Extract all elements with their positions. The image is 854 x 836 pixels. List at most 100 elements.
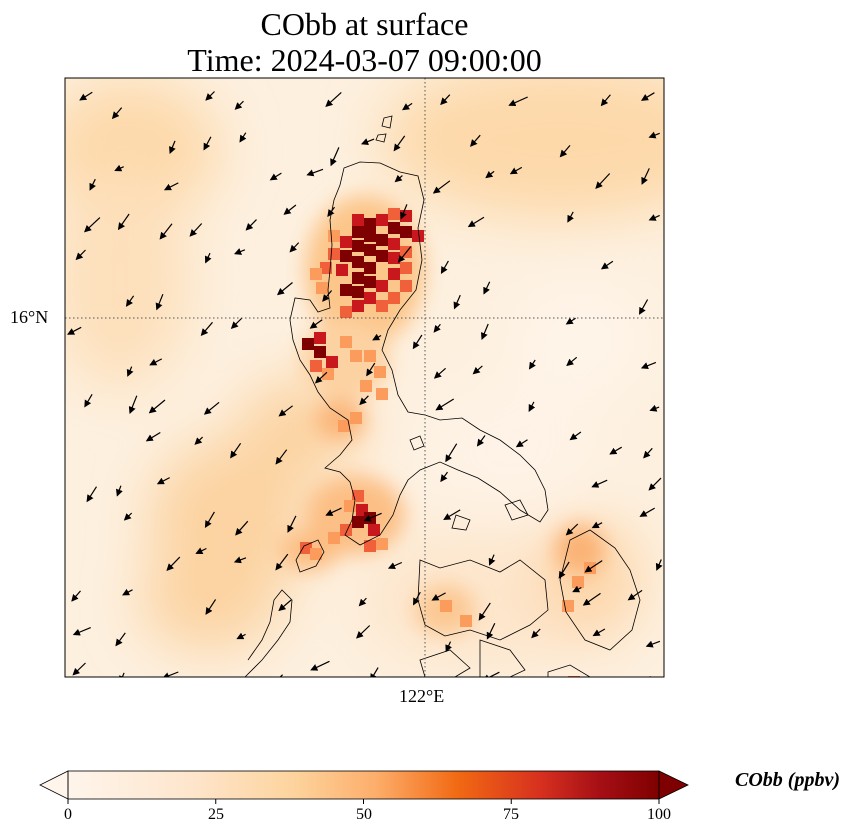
wind-arrow <box>400 204 408 220</box>
hotspot-cell <box>340 250 352 262</box>
hotspot-cell <box>300 542 312 554</box>
hotspot-cell <box>310 268 322 280</box>
wind-arrow <box>325 91 342 108</box>
hotspot-cell <box>352 300 364 312</box>
hotspot-cell <box>302 338 314 350</box>
wind-arrow <box>402 102 413 111</box>
wind-arrow <box>572 585 582 593</box>
wind-arrow <box>117 213 130 231</box>
wind-arrow <box>397 246 412 263</box>
hotspot-cell <box>388 222 400 234</box>
wind-arrow <box>72 662 86 676</box>
wind-arrow <box>482 671 500 677</box>
colorbar-tick-label: 75 <box>503 806 519 823</box>
wind-arrow <box>89 178 96 191</box>
hotspot-cell <box>340 284 352 296</box>
wind-arrow <box>194 436 204 445</box>
hotspot-cell <box>562 600 574 612</box>
wind-arrow <box>119 672 126 677</box>
wind-arrow <box>485 170 495 179</box>
hotspot-cell <box>376 214 388 226</box>
wind-arrow <box>641 168 650 185</box>
wind-arrow <box>239 132 247 143</box>
hotspot-cell <box>440 600 452 612</box>
wind-arrow <box>278 599 292 612</box>
wind-arrow <box>155 293 164 311</box>
hotspot-cell <box>328 532 340 544</box>
hotspot-cell <box>364 244 376 256</box>
wind-arrow <box>600 94 611 107</box>
wind-arrow <box>359 395 369 406</box>
wind-arrow <box>649 676 651 677</box>
wind-arrow <box>559 145 571 158</box>
hotspot-cell <box>336 264 348 276</box>
hotspot-cell <box>364 262 376 274</box>
hotspot-cell <box>340 524 352 536</box>
wind-arrow <box>123 512 133 521</box>
wind-arrow <box>509 166 523 175</box>
chart-title-line1: CObb at surface <box>260 6 469 42</box>
wind-arrow <box>189 223 203 237</box>
wind-arrow <box>648 131 660 139</box>
wind-arrow <box>478 602 491 621</box>
hotspot-cell <box>376 538 388 550</box>
wind-arrow <box>275 449 288 465</box>
wind-arrow <box>609 446 623 455</box>
hotspot-cell <box>400 262 412 274</box>
wind-arrow <box>432 180 451 194</box>
wind-arrow <box>649 404 660 412</box>
map-frame <box>64 77 665 678</box>
wind-arrow <box>508 96 528 107</box>
wind-arrow <box>639 299 649 315</box>
wind-arrow <box>360 138 375 145</box>
hotspot-cell <box>352 286 364 298</box>
wind-arrow <box>203 136 212 151</box>
wind-arrow <box>234 100 244 110</box>
wind-arrow <box>412 334 423 350</box>
wind-arrow <box>306 168 324 177</box>
wind-arrow <box>565 523 579 536</box>
wind-arrow <box>84 217 101 233</box>
hotspot-cell <box>460 615 472 627</box>
wind-arrow <box>445 443 458 463</box>
wind-arrow <box>115 632 126 647</box>
wind-arrow <box>569 431 582 441</box>
wind-arrow <box>233 248 246 255</box>
wind-arrow <box>156 477 170 485</box>
hotspot-cell <box>338 420 350 432</box>
wind-arrow <box>488 554 496 566</box>
wind-arrow <box>314 371 328 384</box>
wind-arrow <box>327 206 335 217</box>
wind-arrow <box>161 671 179 677</box>
wind-arrow <box>203 401 220 415</box>
wind-arrow <box>440 471 448 483</box>
wind-arrow <box>205 91 215 101</box>
wind-arrow <box>480 323 489 341</box>
hotspot-cell <box>340 306 352 318</box>
wind-arrow <box>592 628 606 637</box>
wind-arrow <box>431 592 446 601</box>
wind-arrow <box>363 512 382 522</box>
wind-arrow <box>370 667 379 677</box>
hotspot-cell <box>400 226 412 238</box>
wind-arrow <box>114 164 124 172</box>
wind-arrow <box>531 628 541 639</box>
wind-arrow <box>205 599 217 615</box>
wind-arrow <box>195 547 207 554</box>
hotspot-cell <box>314 346 326 358</box>
wind-arrow <box>394 174 403 183</box>
wind-arrow <box>643 447 653 459</box>
hotspot-cell <box>364 218 376 230</box>
wind-arrow <box>128 395 138 415</box>
hotspot-cell <box>364 292 376 304</box>
hotspot-cell <box>340 336 352 348</box>
wind-arrow <box>582 592 601 606</box>
wind-arrow <box>472 365 483 375</box>
wind-arrow <box>443 509 461 521</box>
wind-arrow <box>111 107 123 120</box>
hotspot-cell <box>314 332 326 344</box>
wind-arrow <box>470 134 481 147</box>
wind-vectors <box>67 91 663 677</box>
hotspot-cell <box>388 238 400 250</box>
hotspot-cell <box>352 516 364 528</box>
